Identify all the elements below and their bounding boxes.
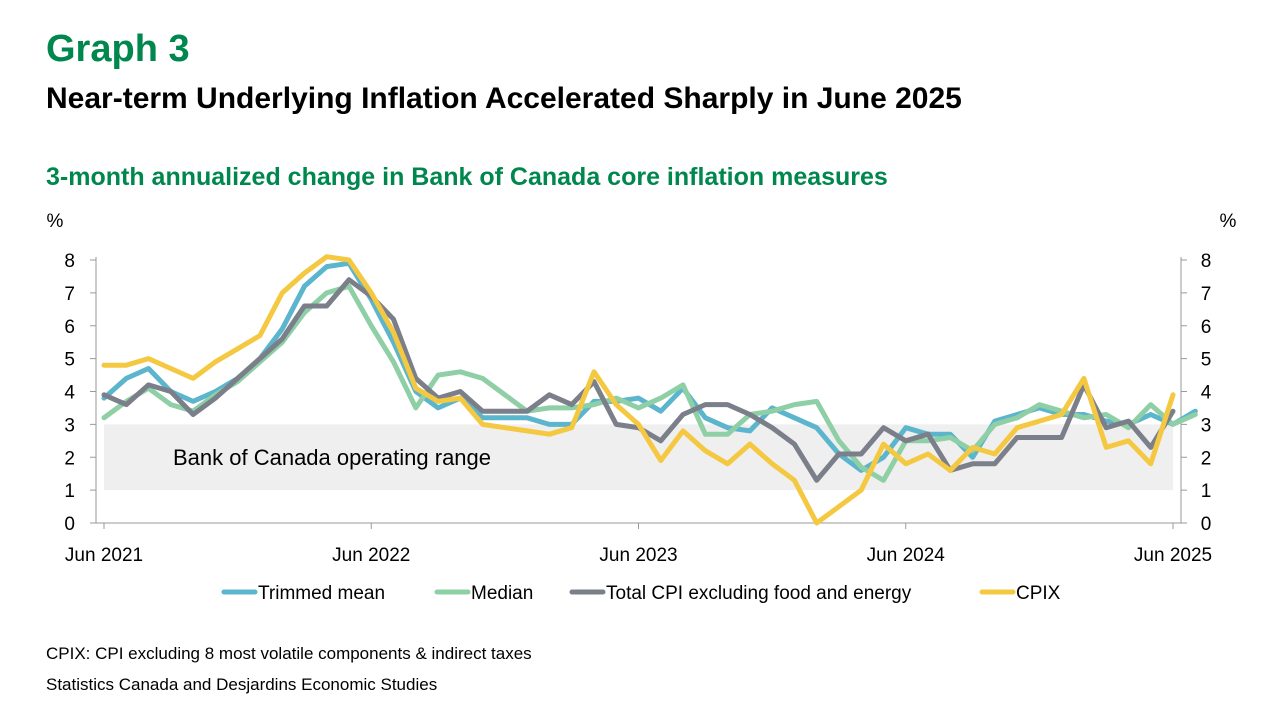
operating-range-band [104, 424, 1173, 491]
y-tick-label-right: 3 [1201, 415, 1212, 436]
y-tick-label-left: 2 [64, 448, 75, 469]
y-tick-label-left: 1 [64, 481, 75, 502]
y-tick-label-right: 8 [1201, 251, 1212, 272]
x-tick-label: Jun 2025 [1134, 545, 1212, 566]
y-tick-label-left: 0 [64, 514, 75, 535]
operating-range-label: Bank of Canada operating range [173, 445, 491, 470]
series-line-4 [101, 254, 1176, 526]
legend-label-2: Median [471, 583, 533, 604]
y-tick-label-right: 1 [1201, 481, 1212, 502]
x-tick-label: Jun 2022 [332, 545, 410, 566]
y-tick-label-left: 4 [64, 383, 75, 404]
y-tick-label-left: 7 [64, 284, 75, 305]
footnote-cpix: CPIX: CPI excluding 8 most volatile comp… [46, 644, 532, 663]
y-tick-label-right: 0 [1201, 514, 1212, 535]
source-note: Statistics Canada and Desjardins Economi… [46, 675, 438, 694]
y-axis-unit-left: % [47, 211, 64, 232]
y-tick-label-right: 2 [1201, 448, 1212, 469]
y-tick-label-left: 8 [64, 251, 75, 272]
y-axis-unit-right: % [1220, 211, 1237, 232]
x-tick-label: Jun 2021 [65, 545, 143, 566]
y-tick-label-right: 5 [1201, 350, 1212, 371]
y-tick-label-right: 4 [1201, 383, 1212, 404]
legend-label-3: Total CPI excluding food and energy [606, 583, 912, 604]
legend-label-4: CPIX [1016, 583, 1061, 604]
graph-label: Graph 3 [46, 28, 190, 70]
y-tick-label-left: 6 [64, 317, 75, 338]
chart-title: Near-term Underlying Inflation Accelerat… [46, 82, 962, 115]
x-tick-label: Jun 2023 [599, 545, 677, 566]
y-tick-label-right: 6 [1201, 317, 1212, 338]
legend-label-1: Trimmed mean [258, 583, 385, 604]
y-tick-label-left: 5 [64, 350, 75, 371]
x-tick-label: Jun 2024 [867, 545, 946, 566]
y-tick-label-left: 3 [64, 415, 75, 436]
y-tick-label-right: 7 [1201, 284, 1212, 305]
chart-subtitle: 3-month annualized change in Bank of Can… [46, 163, 888, 191]
